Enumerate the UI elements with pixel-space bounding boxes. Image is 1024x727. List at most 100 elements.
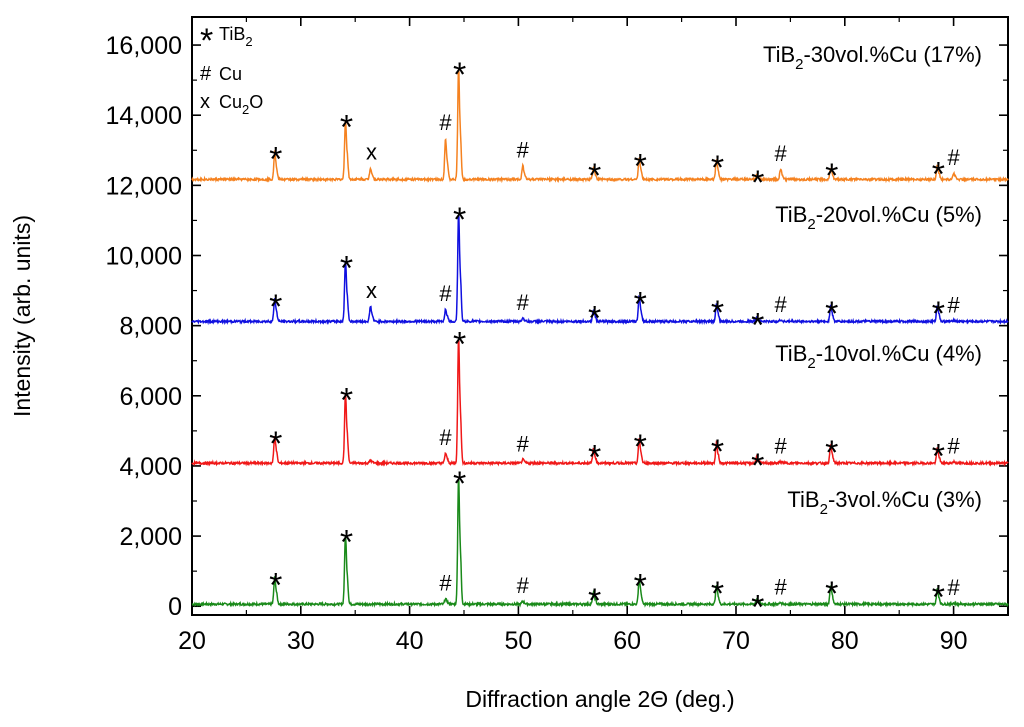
legend-label-base: TiB [219, 24, 245, 44]
y-tick-label: 14,000 [106, 102, 182, 130]
legend-label: TiB2 [219, 24, 253, 49]
x-tick-label: 80 [831, 627, 859, 655]
x-tick-label: 70 [722, 627, 750, 655]
series-label-base: TiB [787, 487, 819, 512]
series-label-sub: 2 [820, 501, 828, 518]
peak-marker: # [774, 433, 787, 458]
y-tick-label: 2,000 [119, 523, 182, 551]
x-tick-label: 90 [940, 627, 968, 655]
peak-marker: * [634, 147, 647, 185]
peak-marker: * [588, 300, 601, 338]
x-axis-label: Diffraction angle 2Θ (deg.) [465, 686, 734, 712]
series-label-base: TiB [763, 42, 795, 67]
peak-marker: * [453, 201, 466, 239]
legend-label: Cu2O [219, 92, 263, 117]
peak-marker: * [340, 109, 353, 147]
series-label: TiB2-10vol.%Cu (4%) [775, 341, 982, 372]
peak-marker: * [340, 523, 353, 561]
peak-marker: * [453, 56, 466, 94]
peak-marker: * [825, 434, 838, 472]
legend-symbol: x [200, 91, 210, 113]
peak-marker: * [453, 465, 466, 503]
peak-marker: * [634, 568, 647, 606]
peak-marker: # [517, 137, 530, 162]
y-tick-label: 16,000 [106, 32, 182, 60]
peak-marker: * [751, 164, 764, 202]
peak-marker: * [340, 382, 353, 420]
peak-marker: * [634, 286, 647, 324]
axis-ticks: 20 30 40 50 60 70 80 90 0 2,000 4,000 6,000 8,000 10,… [106, 17, 1009, 655]
peak-marker: # [947, 434, 960, 459]
legend-label: Cu [219, 64, 242, 84]
peak-marker: * [269, 141, 282, 179]
plot-frame [191, 16, 1009, 616]
y-tick-label: 0 [168, 593, 182, 621]
legend: * TiB2# Cux Cu2O [200, 22, 263, 117]
peak-marker: # [774, 575, 787, 600]
peak-marker: * [269, 288, 282, 326]
series-label-sub: 2 [795, 56, 803, 73]
legend-symbol: * [200, 22, 213, 60]
peak-marker: * [588, 438, 601, 476]
series-label-base: TiB [775, 202, 807, 227]
series-label-sub: 2 [807, 355, 815, 372]
peak-markers: **#*# * * * *# * * #**#*# * * * *# * * #**x #*# * * * *# * * #… [269, 56, 960, 627]
series-line [191, 338, 1009, 467]
peak-marker: * [825, 295, 838, 333]
y-tick-label: 10,000 [106, 242, 182, 270]
peak-marker: * [340, 250, 353, 288]
series-label-rest: -10vol.%Cu (4%) [816, 341, 982, 366]
series-line [191, 214, 1009, 326]
peak-marker: # [517, 573, 530, 598]
series-label: TiB2-30vol.%Cu (17%) [763, 42, 982, 73]
peak-marker: * [588, 157, 601, 195]
series-line [191, 479, 1009, 608]
y-tick-label: 8,000 [119, 313, 182, 341]
peak-marker: * [634, 428, 647, 466]
series-label-sub: 2 [807, 216, 815, 233]
peak-marker: * [932, 579, 945, 617]
peak-marker: * [932, 155, 945, 193]
y-axis-label: Intensity (arb. units) [9, 215, 35, 417]
series-label-rest: -20vol.%Cu (5%) [816, 202, 982, 227]
peak-marker: * [711, 149, 724, 187]
series-line [191, 68, 1009, 184]
peak-marker: * [269, 567, 282, 605]
legend-label-suffix: O [249, 92, 263, 112]
x-tick-label: 50 [504, 627, 532, 655]
peak-marker: * [825, 157, 838, 195]
y-tick-label: 12,000 [106, 172, 182, 200]
peak-marker: # [439, 425, 452, 450]
series-label-rest: -30vol.%Cu (17%) [803, 42, 982, 67]
x-tick-label: 60 [613, 627, 641, 655]
peak-marker: # [439, 281, 452, 306]
x-tick-label: 20 [178, 627, 206, 655]
series-label: TiB2-20vol.%Cu (5%) [775, 202, 982, 233]
peak-marker: * [711, 433, 724, 471]
peak-marker: * [711, 294, 724, 332]
legend-symbol: # [200, 63, 212, 85]
peak-marker: * [453, 325, 466, 363]
peak-marker: * [711, 575, 724, 613]
peak-marker: # [517, 290, 530, 315]
peak-marker: * [932, 295, 945, 333]
peak-marker: # [439, 110, 452, 135]
y-tick-label: 6,000 [119, 383, 182, 411]
peak-marker: # [439, 571, 452, 596]
series-label-base: TiB [775, 341, 807, 366]
peak-marker: * [751, 447, 764, 485]
peak-marker: # [774, 292, 787, 317]
series-curves [191, 68, 1009, 608]
peak-marker: # [517, 431, 530, 456]
series-labels: TiB2-3vol.%Cu (3%)TiB2-10vol.%Cu (4%)TiB… [763, 42, 982, 518]
peak-marker: * [269, 425, 282, 463]
legend-label-sub: 2 [242, 102, 249, 117]
series-label-rest: -3vol.%Cu (3%) [828, 487, 982, 512]
peak-marker: * [588, 582, 601, 620]
peak-marker: x [366, 140, 377, 165]
peak-marker: # [947, 292, 960, 317]
x-tick-label: 40 [396, 627, 424, 655]
peak-marker: # [947, 145, 960, 170]
series-label: TiB2-3vol.%Cu (3%) [787, 487, 982, 518]
